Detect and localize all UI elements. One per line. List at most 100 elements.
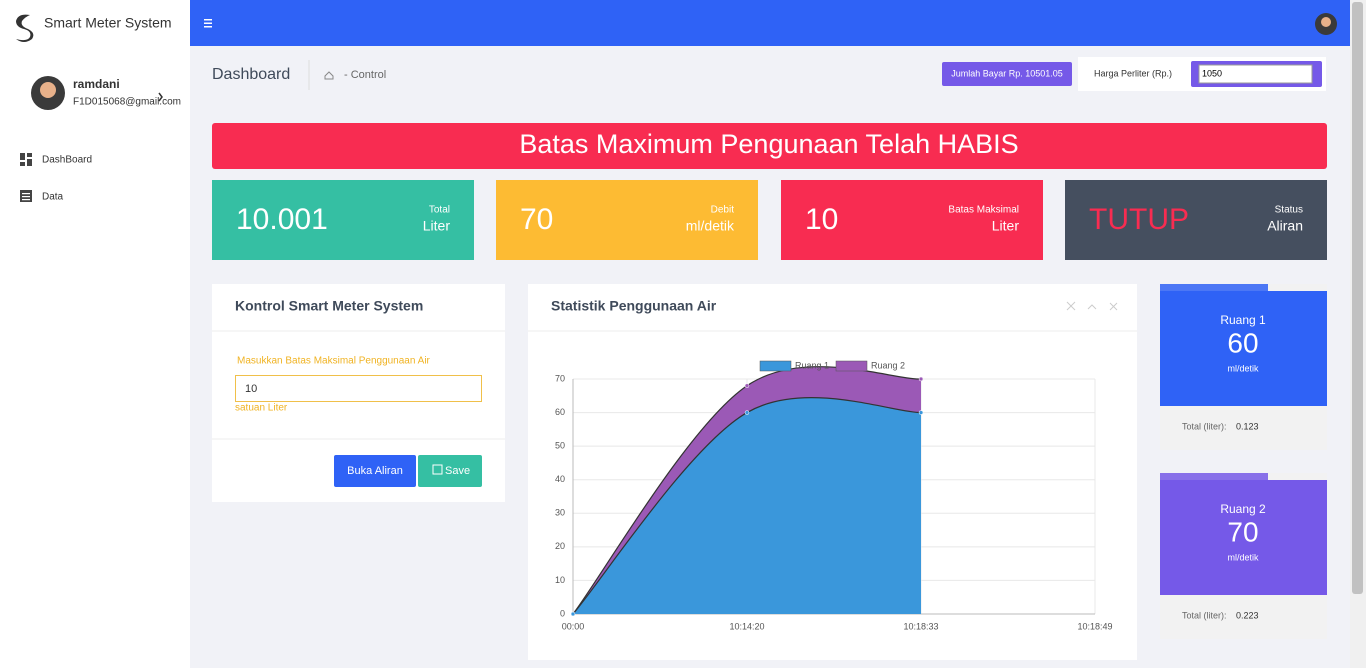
y-tick-label: 20 bbox=[555, 541, 565, 551]
legend-swatch bbox=[835, 360, 868, 372]
nav-dashboard[interactable]: DashBoard bbox=[20, 153, 92, 166]
x-tick-label: 10:18:33 bbox=[903, 621, 938, 631]
y-tick-label: 40 bbox=[555, 474, 565, 484]
price-input[interactable] bbox=[1198, 64, 1313, 84]
y-tick-label: 50 bbox=[555, 441, 565, 451]
legend-swatch bbox=[759, 360, 792, 372]
room-stripe bbox=[1160, 473, 1268, 480]
point bbox=[918, 410, 924, 415]
close-icon[interactable] bbox=[1109, 302, 1118, 311]
icon bbox=[20, 153, 25, 160]
stat-label: Status bbox=[1275, 205, 1303, 216]
room-unit: ml/detik bbox=[1227, 363, 1259, 373]
button-label: Buka Aliran bbox=[347, 465, 403, 477]
collapse-icon[interactable] bbox=[1087, 304, 1097, 310]
icon bbox=[22, 199, 30, 201]
chart-title: Statistik Penggunaan Air bbox=[551, 298, 717, 314]
room-value: 70 bbox=[1227, 516, 1258, 547]
bill-button[interactable] bbox=[942, 62, 1072, 86]
x-tick-label: 10:14:20 bbox=[729, 621, 764, 631]
legend-label: Ruang 2 bbox=[871, 360, 905, 370]
menu-button[interactable] bbox=[204, 19, 212, 28]
icon bbox=[20, 162, 25, 166]
limit-input-value[interactable]: 10 bbox=[245, 383, 257, 395]
field-label: Masukkan Batas Maksimal Penggunaan Air bbox=[237, 356, 431, 367]
line bbox=[572, 397, 922, 615]
y-tick-label: 60 bbox=[555, 407, 565, 417]
room-total: 0.223 bbox=[1236, 610, 1259, 620]
limit-input[interactable] bbox=[235, 375, 482, 402]
room-header bbox=[1160, 480, 1327, 595]
nav-label[interactable]: DashBoard bbox=[42, 155, 92, 166]
stat-unit: Liter bbox=[423, 218, 451, 234]
nav-label[interactable]: Data bbox=[42, 192, 64, 203]
user-name: ramdani bbox=[73, 77, 120, 91]
alert-text: Batas Maximum Pengunaan Telah HABIS bbox=[519, 129, 1018, 159]
brand: Smart Meter System bbox=[44, 15, 172, 31]
price-input-value[interactable]: 1050 bbox=[1202, 68, 1222, 78]
home-icon[interactable] bbox=[324, 71, 334, 80]
point bbox=[744, 383, 750, 388]
panel-title: Kontrol Smart Meter System bbox=[235, 298, 423, 314]
area bbox=[573, 397, 921, 614]
bill-label: Jumlah Bayar Rp. 10501.05 bbox=[951, 68, 1063, 78]
room-header bbox=[1160, 291, 1327, 406]
legend-label: Ruang 1 bbox=[795, 360, 829, 370]
stat-card bbox=[496, 180, 758, 260]
topbar bbox=[190, 0, 1350, 46]
breadcrumb: - Control bbox=[344, 69, 386, 81]
page-title: Dashboard bbox=[212, 66, 290, 83]
sidebar bbox=[0, 0, 190, 668]
y-tick-label: 10 bbox=[555, 575, 565, 585]
avatar-face bbox=[1321, 17, 1331, 27]
stat-label: Debit bbox=[711, 205, 735, 216]
stat-unit: Aliran bbox=[1267, 218, 1303, 234]
stat-card bbox=[781, 180, 1043, 260]
save-icon bbox=[432, 464, 443, 475]
avatar-face bbox=[40, 82, 56, 98]
icon bbox=[22, 193, 30, 195]
logo bbox=[16, 14, 34, 42]
stat-card bbox=[1065, 180, 1327, 260]
point bbox=[570, 611, 576, 617]
y-tick-label: 0 bbox=[560, 608, 565, 618]
room-total-label: Total (liter): bbox=[1182, 610, 1227, 620]
point bbox=[744, 410, 750, 415]
x-tick-label: 00:00 bbox=[562, 621, 585, 631]
stat-value: 10 bbox=[805, 203, 838, 236]
icon bbox=[204, 22, 212, 24]
save-button[interactable] bbox=[418, 455, 482, 487]
stat-value: TUTUP bbox=[1089, 203, 1189, 236]
field-helper: satuan Liter bbox=[235, 403, 288, 414]
room-total: 0.123 bbox=[1236, 421, 1259, 431]
user-email: F1D015068@gmail.com bbox=[73, 97, 181, 108]
price-label: Harga Perliter (Rp.) bbox=[1094, 68, 1172, 78]
stat-value: 10.001 bbox=[236, 203, 328, 236]
expand-icon[interactable] bbox=[1066, 301, 1076, 311]
room-value: 60 bbox=[1227, 327, 1258, 358]
stat-label: Batas Maksimal bbox=[948, 205, 1019, 216]
icon bbox=[204, 19, 212, 21]
button-label: Save bbox=[445, 465, 470, 477]
room-name: Ruang 1 bbox=[1220, 313, 1266, 327]
room-name: Ruang 2 bbox=[1220, 502, 1266, 516]
alert bbox=[212, 123, 1327, 169]
chevron[interactable] bbox=[158, 92, 163, 102]
stat-unit: Liter bbox=[992, 218, 1020, 234]
icon bbox=[204, 26, 212, 28]
stat-card bbox=[212, 180, 474, 260]
room-total-label: Total (liter): bbox=[1182, 421, 1227, 431]
point bbox=[918, 376, 924, 382]
line bbox=[572, 366, 922, 615]
nav-data[interactable]: Data bbox=[20, 190, 64, 203]
room-stripe bbox=[1160, 284, 1268, 291]
icon bbox=[22, 196, 30, 198]
y-tick-label: 70 bbox=[555, 373, 565, 383]
icon bbox=[27, 153, 32, 157]
stat-unit: ml/detik bbox=[686, 218, 735, 234]
stat-label: Total bbox=[429, 205, 450, 216]
y-tick-label: 30 bbox=[555, 508, 565, 518]
scroll-thumb[interactable] bbox=[1352, 2, 1363, 594]
open-button[interactable] bbox=[334, 455, 416, 487]
